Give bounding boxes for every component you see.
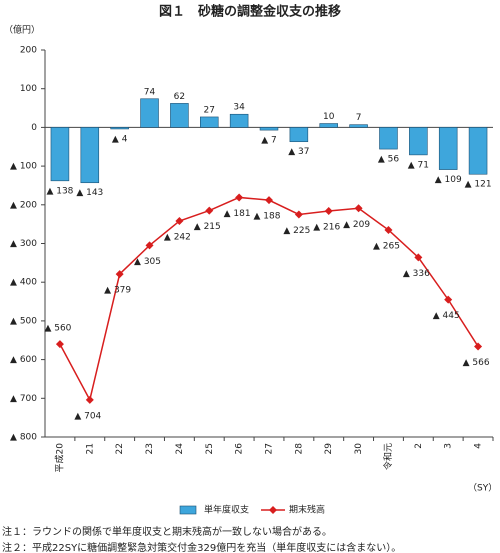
- legend-label: 期末残高: [289, 504, 325, 516]
- legend-swatch: [179, 505, 197, 515]
- x-tick-label: 28: [294, 443, 304, 455]
- bar-value-label: ▲ 4: [112, 134, 128, 144]
- line-marker: [444, 295, 453, 304]
- bar-value-label: 62: [174, 92, 185, 102]
- y-tick-label: 100: [20, 84, 37, 94]
- x-tick-label: 平成20: [53, 443, 65, 473]
- line-marker: [145, 241, 154, 250]
- line-marker: [294, 210, 303, 219]
- y-tick-label: ▲ 800: [10, 433, 37, 443]
- line-value-label: ▲ 560: [44, 324, 71, 334]
- bar-value-label: ▲ 109: [435, 175, 462, 185]
- line-marker: [474, 342, 483, 351]
- bar: [80, 127, 100, 184]
- bar-value-label: ▲ 138: [46, 186, 73, 196]
- line-value-label: ▲ 379: [104, 286, 131, 296]
- note: 注２：平成22SYに糖価調整緊急対策交付金329億円を充当（単年度収支には含まな…: [2, 541, 401, 553]
- bar: [200, 116, 219, 128]
- note: 注１：ラウンドの関係で単年度収支と期末残高が一致しない場合がある。: [2, 525, 332, 538]
- y-tick-label: 0: [31, 123, 37, 133]
- x-tick-label: 令和元: [382, 443, 394, 470]
- x-tick-label: 30: [354, 443, 364, 455]
- y-tick-label: 200: [20, 46, 37, 56]
- bar-value-label: ▲ 56: [378, 155, 400, 165]
- line-marker: [354, 204, 363, 213]
- line: [59, 196, 479, 402]
- y-tick-label: ▲ 500: [10, 316, 37, 326]
- bar: [229, 113, 249, 128]
- bar: [409, 127, 428, 156]
- bar-value-label: ▲ 7: [261, 136, 277, 146]
- y-tick-label: ▲ 600: [10, 355, 37, 365]
- line-marker: [414, 253, 423, 262]
- x-unit: （SY）: [468, 483, 497, 494]
- line-marker: [115, 270, 124, 279]
- x-tick-label: 26: [235, 443, 245, 455]
- x-tick-label: 4: [474, 443, 484, 449]
- chart-title: 図１ 砂糖の調整金収支の推移: [159, 4, 341, 20]
- x-tick-label: 2: [414, 443, 424, 449]
- x-tick-label: 21: [85, 443, 95, 454]
- bar: [379, 127, 398, 150]
- line-value-label: ▲ 336: [403, 269, 430, 279]
- line-value-label: ▲ 215: [194, 222, 221, 232]
- bar: [468, 127, 488, 175]
- line-value-label: ▲ 265: [373, 241, 400, 251]
- x-tick-label: 29: [324, 443, 334, 455]
- line-value-label: ▲ 445: [433, 311, 460, 321]
- y-axis-label: （億円）: [4, 24, 40, 36]
- line-value-label: ▲ 242: [164, 233, 191, 243]
- x-tick-label: 22: [115, 443, 125, 454]
- line-marker: [55, 340, 64, 349]
- y-tick-label: ▲ 200: [10, 200, 37, 210]
- line-marker: [235, 193, 244, 202]
- bar: [438, 127, 458, 170]
- bar-value-label: 74: [144, 87, 156, 97]
- y-tick-label: ▲ 700: [10, 394, 37, 404]
- bar: [319, 123, 338, 128]
- x-tick-label: 24: [175, 443, 185, 455]
- line-value-label: ▲ 216: [313, 222, 340, 232]
- x-tick-label: 25: [205, 443, 215, 454]
- bar: [110, 127, 129, 130]
- bar-value-label: 10: [323, 112, 335, 122]
- line-marker: [265, 196, 273, 205]
- bar-value-label: ▲ 121: [465, 180, 492, 190]
- line-value-label: ▲ 566: [463, 358, 490, 368]
- line-marker: [384, 225, 393, 234]
- bar: [140, 98, 159, 128]
- line-marker: [175, 217, 184, 226]
- line-value-label: ▲ 305: [134, 257, 161, 267]
- line-value-label: ▲ 181: [224, 209, 251, 219]
- x-tick-label: 3: [444, 443, 454, 449]
- x-tick-label: 23: [145, 443, 155, 454]
- line-value-label: ▲ 188: [254, 212, 281, 222]
- y-tick-label: ▲ 100: [10, 162, 37, 172]
- bar: [170, 103, 189, 128]
- legend-label: 単年度収支: [204, 504, 249, 516]
- bar-value-label: 34: [233, 103, 245, 113]
- y-tick-label: ▲ 300: [10, 239, 37, 249]
- bar-value-label: ▲ 37: [288, 147, 309, 157]
- bar: [349, 124, 368, 128]
- line-value-label: ▲ 225: [283, 226, 310, 236]
- line-value-label: ▲ 209: [343, 220, 370, 230]
- bar: [50, 127, 70, 182]
- legend-marker: [269, 506, 277, 514]
- line-value-label: ▲ 704: [74, 411, 101, 421]
- line-marker: [205, 206, 214, 215]
- bar-value-label: 7: [356, 113, 362, 123]
- bar-value-label: ▲ 71: [408, 160, 429, 170]
- bar: [259, 127, 279, 131]
- x-tick-label: 27: [265, 443, 275, 454]
- bar-value-label: ▲ 143: [76, 188, 103, 198]
- bar-value-label: 27: [204, 105, 215, 115]
- line-marker: [324, 206, 333, 215]
- bar: [289, 127, 309, 143]
- line-marker: [85, 395, 94, 404]
- y-tick-label: ▲ 400: [10, 278, 37, 288]
